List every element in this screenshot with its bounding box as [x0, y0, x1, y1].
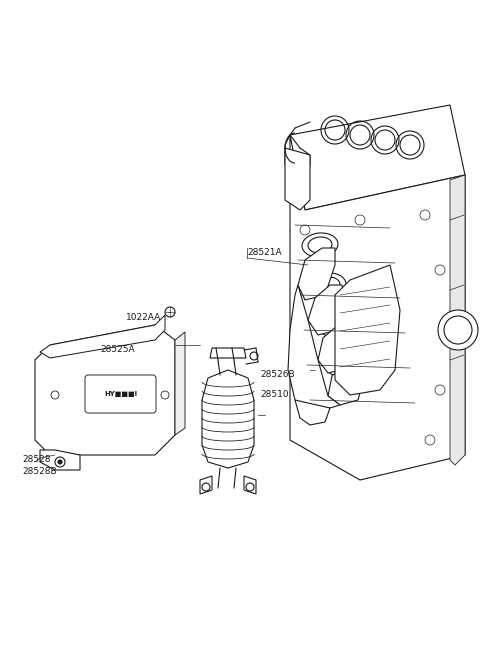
Polygon shape [308, 285, 345, 335]
Polygon shape [288, 285, 340, 410]
Polygon shape [290, 135, 465, 480]
Polygon shape [200, 476, 212, 494]
Polygon shape [318, 325, 355, 373]
Text: 1022AA: 1022AA [126, 313, 161, 322]
Polygon shape [202, 370, 254, 468]
Polygon shape [298, 248, 335, 300]
Text: 28510: 28510 [260, 390, 288, 399]
Polygon shape [35, 325, 175, 455]
Polygon shape [290, 105, 465, 210]
Polygon shape [450, 175, 465, 465]
Polygon shape [244, 476, 256, 494]
Circle shape [438, 310, 478, 350]
Polygon shape [295, 400, 330, 425]
Text: 28528: 28528 [22, 455, 50, 464]
Text: 28525A: 28525A [100, 345, 134, 354]
Polygon shape [175, 332, 185, 435]
Polygon shape [285, 148, 310, 210]
Polygon shape [40, 450, 80, 470]
Polygon shape [335, 265, 400, 395]
Circle shape [58, 460, 62, 464]
FancyBboxPatch shape [85, 375, 156, 413]
Text: 28521A: 28521A [247, 248, 282, 257]
Polygon shape [210, 348, 246, 358]
Text: HY■■■I: HY■■■I [104, 391, 137, 397]
Text: 28528B: 28528B [22, 467, 57, 476]
Polygon shape [40, 315, 165, 358]
Polygon shape [285, 135, 310, 170]
Polygon shape [328, 362, 363, 405]
Text: 28526B: 28526B [260, 370, 295, 379]
